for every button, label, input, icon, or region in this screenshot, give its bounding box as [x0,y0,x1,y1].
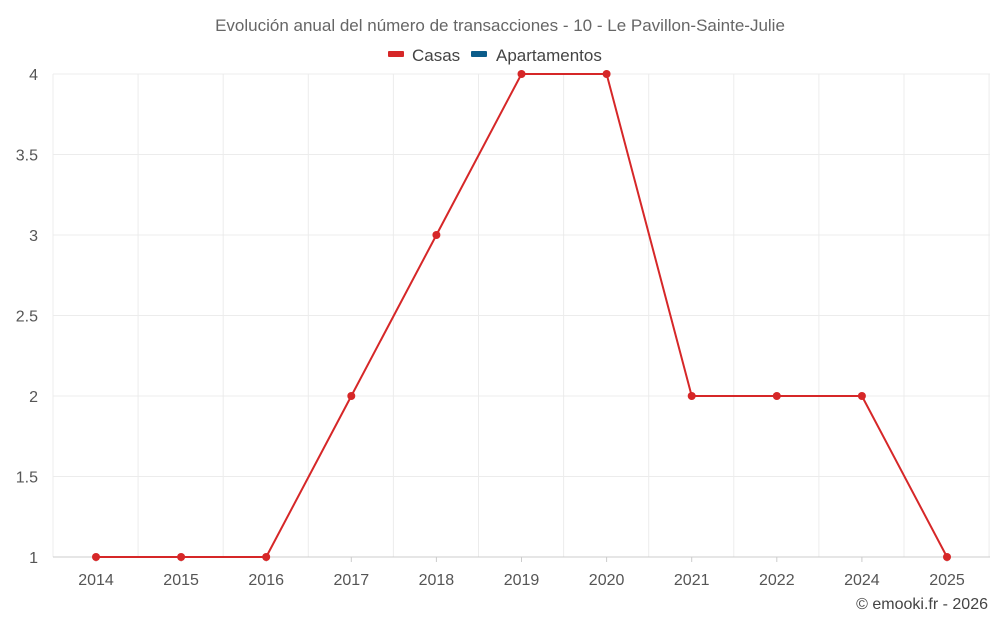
y-tick-label: 2 [29,389,38,406]
data-point[interactable] [943,553,951,561]
data-point[interactable] [347,392,356,400]
y-tick-label: 3 [29,228,38,245]
x-tick-label: 2015 [163,572,199,589]
legend-label-apartamentos: Apartamentos [496,46,602,65]
x-tick-label: 2025 [929,572,965,589]
data-point[interactable] [602,70,611,78]
x-tick-label: 2022 [759,572,795,589]
y-tick-label: 1 [29,550,38,567]
x-tick-label: 2024 [844,572,880,589]
legend-item-casas[interactable]: Casas [388,46,460,65]
chart-title: Evolución anual del número de transaccio… [215,16,785,35]
data-point[interactable] [687,392,696,400]
x-tick-label: 2019 [504,572,540,589]
legend: Casas Apartamentos [388,46,602,65]
y-tick-label: 2.5 [16,309,38,326]
y-tick-label: 3.5 [16,148,38,165]
grid [52,73,990,558]
x-tick-label: 2014 [78,572,114,589]
credit-text: © emooki.fr - 2026 [856,596,988,613]
data-point[interactable] [517,70,526,78]
y-tick-label: 1.5 [16,470,38,487]
x-tick-label: 2017 [334,572,370,589]
data-point[interactable] [432,231,441,239]
axes: 1 1.5 2 2.5 3 3.5 4 2014 2015 2016 2017 2018 2019 202… [16,67,990,589]
x-tick-label: 2018 [419,572,455,589]
data-point[interactable] [857,392,866,400]
legend-swatch-casas [388,51,404,57]
data-point[interactable] [177,553,186,561]
y-tick-label: 4 [29,67,38,84]
legend-swatch-apartamentos [471,51,487,57]
data-point[interactable] [772,392,781,400]
x-tick-label: 2021 [674,572,710,589]
legend-item-apartamentos[interactable]: Apartamentos [471,46,602,65]
data-point[interactable] [262,553,271,561]
data-point[interactable] [92,553,100,561]
legend-label-casas: Casas [412,46,460,65]
x-tick-label: 2020 [589,572,625,589]
series-casas [92,70,951,561]
x-tick-label: 2016 [248,572,284,589]
